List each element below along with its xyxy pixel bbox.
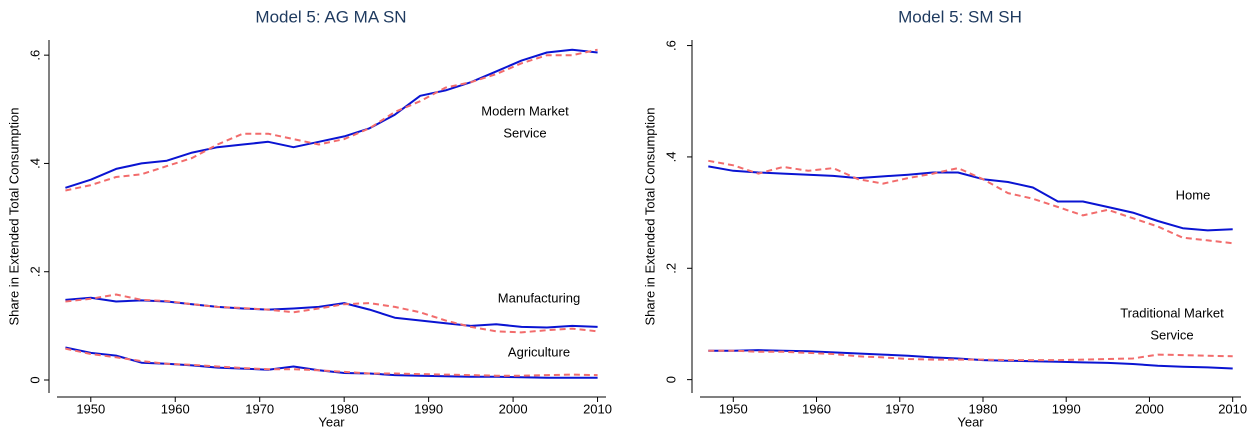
x-axis-label: Year — [957, 414, 984, 429]
x-tick-label: 1970 — [245, 401, 274, 416]
x-tick-label: 1950 — [719, 401, 748, 416]
annotation: Service — [1150, 327, 1193, 342]
chart-title: Model 5: SM SH — [898, 7, 1022, 26]
y-tick-label: .6 — [27, 50, 42, 61]
x-tick-label: 1960 — [802, 401, 831, 416]
series-line — [708, 349, 1233, 362]
annotation: Manufacturing — [498, 290, 580, 305]
x-tick-label: 1950 — [76, 401, 105, 416]
annotation: Home — [1176, 187, 1211, 202]
y-tick-label: 0 — [663, 376, 678, 383]
y-axis-label: Share in Extended Total Consumption — [6, 107, 21, 325]
series-line — [65, 347, 598, 377]
y-tick-label: 0 — [27, 376, 42, 383]
x-tick-label: 1960 — [161, 401, 190, 416]
y-axis-label: Share in Extended Total Consumption — [642, 107, 657, 325]
annotation: Agriculture — [508, 344, 570, 359]
series-line — [65, 48, 598, 189]
series-line — [65, 346, 598, 379]
x-tick-label: 2000 — [499, 401, 528, 416]
y-tick-label: .4 — [27, 158, 42, 169]
y-tick-label: .2 — [27, 266, 42, 277]
series-line — [708, 165, 1233, 232]
annotation: Traditional Market — [1120, 305, 1224, 320]
x-tick-label: 1980 — [969, 401, 998, 416]
y-tick-label: .2 — [663, 263, 678, 274]
annotation: Service — [503, 125, 546, 140]
x-tick-label: 2010 — [583, 401, 612, 416]
series-line — [708, 159, 1233, 245]
x-tick-label: 1970 — [885, 401, 914, 416]
y-tick-label: .4 — [663, 152, 678, 163]
x-tick-label: 1990 — [414, 401, 443, 416]
annotation: Modern Market — [481, 103, 569, 118]
series-line — [65, 48, 598, 192]
series-line — [65, 296, 598, 329]
x-tick-label: 1980 — [330, 401, 359, 416]
chart-title: Model 5: AG MA SN — [255, 7, 406, 26]
y-tick-label: .6 — [663, 40, 678, 51]
x-axis-label: Year — [318, 414, 345, 429]
x-tick-label: 2010 — [1218, 401, 1247, 416]
x-tick-label: 1990 — [1052, 401, 1081, 416]
x-tick-label: 2000 — [1135, 401, 1164, 416]
